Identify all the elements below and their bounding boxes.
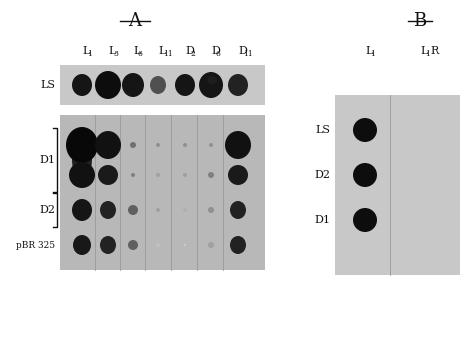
Text: D2: D2	[314, 170, 330, 180]
Text: D2: D2	[39, 205, 55, 215]
Text: R: R	[430, 46, 438, 56]
Ellipse shape	[183, 208, 187, 212]
Text: 1: 1	[370, 50, 375, 58]
Ellipse shape	[156, 143, 160, 147]
Text: D: D	[238, 46, 247, 56]
Ellipse shape	[207, 76, 217, 84]
Text: 1: 1	[87, 50, 92, 58]
Text: D: D	[211, 46, 220, 56]
Ellipse shape	[228, 165, 248, 185]
Text: D1: D1	[314, 215, 330, 225]
Ellipse shape	[209, 143, 213, 147]
Ellipse shape	[184, 244, 186, 246]
Ellipse shape	[156, 173, 160, 177]
Ellipse shape	[130, 142, 136, 148]
Ellipse shape	[131, 173, 135, 177]
Ellipse shape	[183, 173, 187, 177]
Bar	[60, 65, 265, 105]
Text: 1: 1	[425, 50, 430, 58]
Text: L: L	[420, 46, 428, 56]
Ellipse shape	[98, 165, 118, 185]
Text: 11: 11	[163, 50, 173, 58]
Bar	[335, 95, 460, 275]
Ellipse shape	[199, 72, 223, 98]
Ellipse shape	[208, 207, 214, 213]
Ellipse shape	[353, 163, 377, 187]
Text: A: A	[128, 12, 142, 30]
Bar	[60, 115, 265, 270]
Ellipse shape	[230, 201, 246, 219]
Ellipse shape	[175, 74, 195, 96]
Ellipse shape	[208, 242, 214, 248]
Ellipse shape	[353, 118, 377, 142]
Ellipse shape	[72, 74, 92, 96]
Ellipse shape	[208, 172, 214, 178]
Ellipse shape	[128, 205, 138, 215]
Ellipse shape	[100, 236, 116, 254]
Text: L: L	[108, 46, 115, 56]
Ellipse shape	[66, 127, 98, 163]
Ellipse shape	[128, 240, 138, 250]
Text: 6: 6	[138, 50, 143, 58]
Text: B: B	[413, 12, 427, 30]
Text: L: L	[82, 46, 90, 56]
Text: L: L	[365, 46, 373, 56]
Ellipse shape	[69, 162, 95, 188]
Ellipse shape	[353, 208, 377, 232]
Text: pBR 325: pBR 325	[16, 240, 55, 250]
Ellipse shape	[225, 131, 251, 159]
Text: LS: LS	[40, 80, 55, 90]
Ellipse shape	[156, 208, 160, 212]
Ellipse shape	[72, 142, 92, 178]
Text: 3: 3	[113, 50, 118, 58]
Ellipse shape	[228, 74, 248, 96]
Text: L: L	[158, 46, 165, 56]
Ellipse shape	[156, 243, 160, 247]
Text: D: D	[185, 46, 194, 56]
Text: LS: LS	[315, 125, 330, 135]
Ellipse shape	[73, 235, 91, 255]
Ellipse shape	[150, 76, 166, 94]
Text: 2: 2	[190, 50, 195, 58]
Ellipse shape	[230, 236, 246, 254]
Text: L: L	[133, 46, 140, 56]
Text: 6: 6	[216, 50, 221, 58]
Ellipse shape	[122, 73, 144, 97]
Text: 11: 11	[243, 50, 253, 58]
Ellipse shape	[100, 201, 116, 219]
Ellipse shape	[183, 143, 187, 147]
Ellipse shape	[72, 199, 92, 221]
Text: D1: D1	[39, 155, 55, 165]
Ellipse shape	[95, 71, 121, 99]
Ellipse shape	[95, 131, 121, 159]
